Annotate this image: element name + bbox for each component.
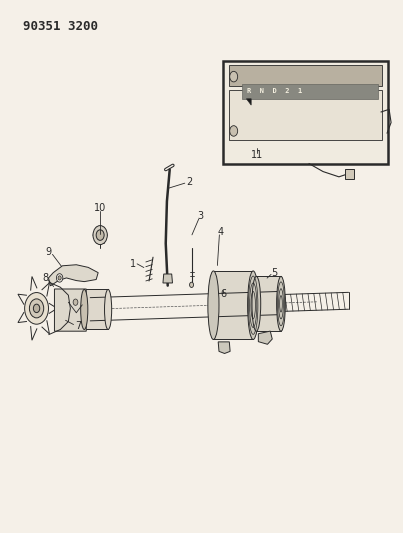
Bar	[214, 271, 253, 340]
Circle shape	[73, 299, 78, 305]
Circle shape	[56, 274, 63, 282]
Text: R  N  D  2  1: R N D 2 1	[247, 88, 303, 94]
Text: 7: 7	[75, 320, 81, 330]
Circle shape	[230, 71, 238, 82]
Ellipse shape	[104, 289, 112, 329]
Ellipse shape	[208, 271, 219, 340]
Polygon shape	[54, 289, 86, 331]
Bar	[243, 84, 378, 99]
Bar	[229, 90, 382, 140]
Circle shape	[58, 276, 61, 280]
Circle shape	[93, 225, 107, 245]
Circle shape	[29, 299, 44, 318]
Bar	[256, 277, 281, 331]
Ellipse shape	[81, 289, 88, 329]
Text: 1: 1	[130, 259, 136, 269]
Ellipse shape	[276, 277, 285, 331]
Text: 9: 9	[46, 247, 52, 257]
Polygon shape	[163, 274, 172, 283]
Circle shape	[33, 304, 40, 312]
Polygon shape	[258, 331, 272, 344]
Circle shape	[25, 293, 48, 324]
Bar	[223, 61, 388, 164]
Text: 90351 3200: 90351 3200	[23, 20, 98, 33]
Text: 8: 8	[43, 273, 49, 283]
Text: 6: 6	[220, 289, 226, 299]
Bar	[84, 289, 108, 329]
Text: 10: 10	[94, 204, 106, 214]
Ellipse shape	[252, 277, 261, 331]
Text: 11: 11	[251, 150, 263, 160]
Polygon shape	[345, 169, 354, 180]
Circle shape	[96, 230, 104, 240]
Text: 2: 2	[187, 177, 193, 187]
Text: 3: 3	[197, 212, 204, 221]
Polygon shape	[48, 265, 98, 286]
Text: 4: 4	[218, 227, 224, 237]
Ellipse shape	[247, 271, 259, 340]
Polygon shape	[246, 99, 251, 105]
Bar	[229, 65, 382, 86]
Circle shape	[189, 282, 193, 287]
Circle shape	[230, 126, 238, 136]
Polygon shape	[218, 342, 230, 353]
Text: 5: 5	[271, 268, 277, 278]
